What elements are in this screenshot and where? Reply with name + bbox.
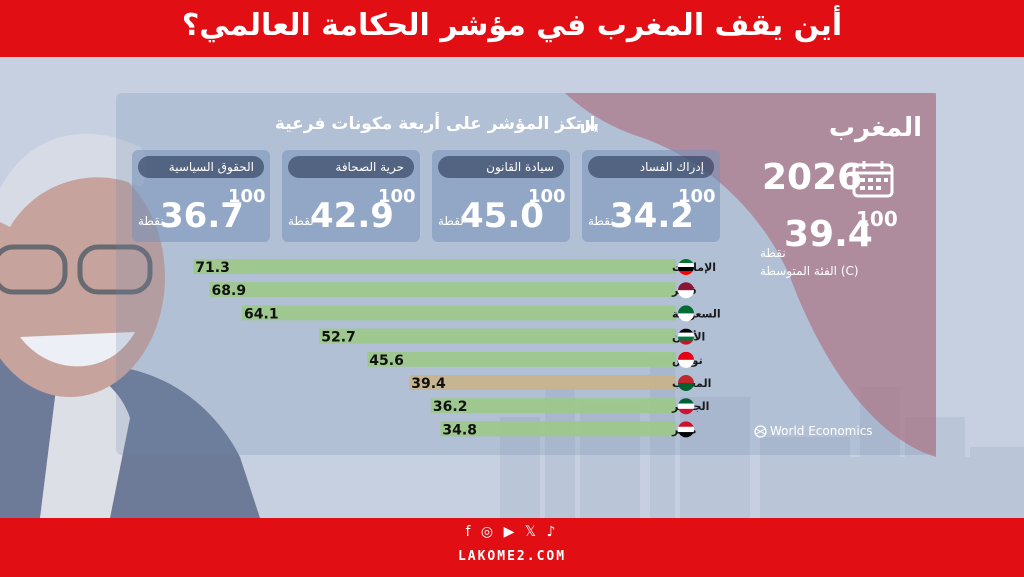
- calendar-icon: [852, 161, 894, 198]
- highlight-category: الفئة المتوسطة (C): [760, 264, 859, 278]
- bar-7: [440, 421, 676, 437]
- footer-bar: f ◎ ▶ 𝕏 ♪ LAKOME2.COM: [0, 518, 1024, 577]
- flag-icon: [678, 351, 694, 368]
- header-bar: أين يقف المغرب في مؤشر الحكامة العالمي؟: [0, 0, 1024, 57]
- component-value: 34.2: [610, 196, 694, 236]
- bar-1: [209, 282, 676, 298]
- page-title: أين يقف المغرب في مؤشر الحكامة العالمي؟: [181, 8, 843, 43]
- bar-value-label: 68.9: [212, 283, 247, 299]
- component-unit: نقطة: [288, 214, 314, 228]
- component-card-rule-of-law: سيادة القانون 100 45.0 نقطة: [432, 150, 570, 242]
- bar-4: [367, 351, 676, 367]
- highlight-score: 39.4: [784, 214, 873, 255]
- components-subtitle: يرتكز المؤشر على أربعة مكونات فرعية: [274, 114, 599, 134]
- bar-value-label: 45.6: [369, 353, 404, 369]
- bar-3: [319, 328, 676, 344]
- source-label: World Economics: [770, 424, 873, 438]
- component-label: الحقوق السياسية: [138, 156, 264, 178]
- bar-chart-icon: [581, 116, 598, 131]
- bar-2: [242, 305, 676, 321]
- bar-5: [409, 375, 676, 390]
- bar-value-label: 36.2: [433, 399, 468, 415]
- component-max: 100: [228, 186, 266, 207]
- flag-icon: [678, 305, 694, 322]
- bar-value-label: 64.1: [244, 306, 279, 322]
- bar-6: [430, 398, 676, 414]
- bar-0: [193, 259, 676, 274]
- highlight-year: 2026: [762, 157, 863, 198]
- social-icons[interactable]: f ◎ ▶ 𝕏 ♪: [465, 524, 559, 540]
- bar-value-label: 52.7: [321, 330, 356, 346]
- component-value: 45.0: [460, 196, 544, 236]
- component-card-press-freedom: حرية الصحافة 100 42.9 نقطة: [282, 150, 420, 242]
- flag-icon: [678, 259, 694, 275]
- component-unit: نقطة: [588, 214, 614, 228]
- flag-icon: [678, 375, 694, 391]
- flag-icon: [678, 282, 694, 299]
- component-unit: نقطة: [138, 214, 164, 228]
- component-max: 100: [378, 186, 416, 207]
- component-value: 42.9: [310, 196, 394, 236]
- component-max: 100: [528, 186, 566, 207]
- component-value: 36.7: [160, 196, 244, 236]
- globe-icon: [754, 425, 767, 438]
- component-label: إدراك الفساد: [588, 156, 714, 178]
- bar-value-label: 39.4: [411, 376, 446, 392]
- component-label: حرية الصحافة: [288, 156, 414, 178]
- site-link[interactable]: LAKOME2.COM: [457, 549, 567, 564]
- person-silhouette: [0, 133, 260, 518]
- component-max: 100: [678, 186, 716, 207]
- bar-value-label: 71.3: [195, 260, 230, 276]
- component-card-political-rights: الحقوق السياسية 100 36.7 نقطة: [132, 150, 270, 242]
- component-card-corruption: إدراك الفساد 100 34.2 نقطة: [582, 150, 720, 242]
- component-label: سيادة القانون: [438, 156, 564, 178]
- flag-icon: [678, 398, 694, 415]
- bar-value-label: 34.8: [442, 422, 477, 438]
- flag-icon: [678, 421, 694, 438]
- highlight-max: 100: [856, 207, 898, 231]
- highlight-unit: نقطة: [760, 246, 786, 260]
- flag-icon: [678, 328, 694, 345]
- highlight-country: المغرب: [828, 113, 922, 143]
- component-unit: نقطة: [438, 214, 464, 228]
